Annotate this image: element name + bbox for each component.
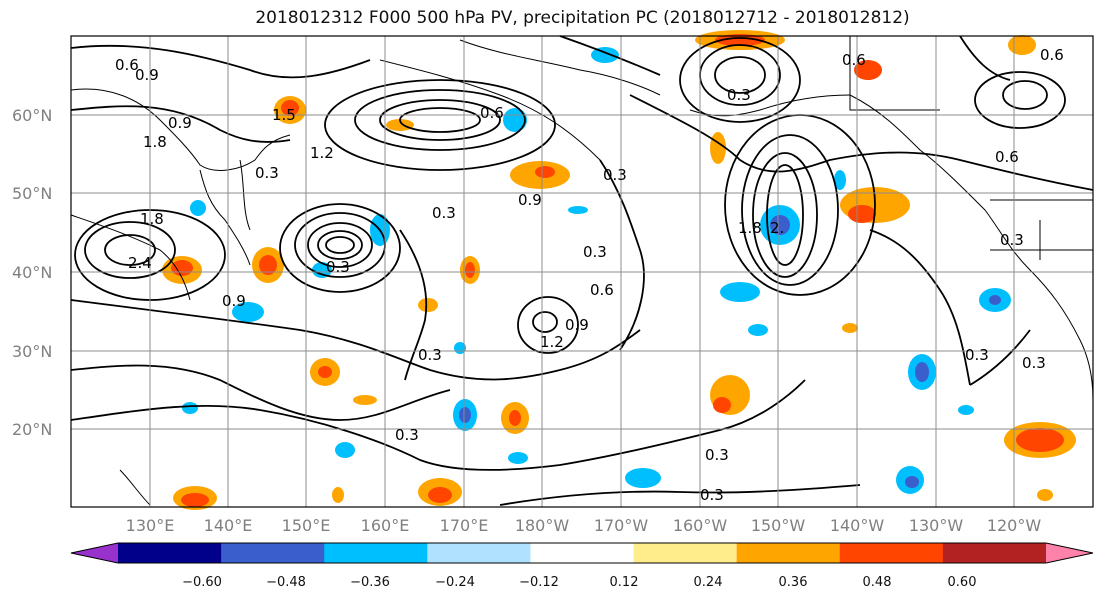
- colorbar-segment: [736, 543, 841, 563]
- contour-label: 0.3: [583, 243, 607, 261]
- colorbar-ticks: −0.60 −0.48 −0.36 −0.24 −0.12 0.12 0.24 …: [182, 575, 976, 590]
- contour-label: 0.3: [1022, 354, 1046, 372]
- contour-label: 0.3: [705, 446, 729, 464]
- colorbar-segment: [839, 543, 944, 563]
- pv-contours: [70, 35, 1094, 506]
- contour-label: 0.9: [135, 66, 159, 84]
- contour-label: 1.5: [272, 106, 296, 124]
- lon-label: 160°E: [361, 516, 410, 535]
- contour-label: 2.4: [128, 254, 152, 272]
- contour-label: 1.8: [140, 210, 164, 228]
- colorbar-tick-label: 0.24: [694, 575, 723, 590]
- lat-label-40n: 40°N: [12, 263, 52, 282]
- lat-label-60n: 60°N: [12, 106, 52, 125]
- lat-label-20n: 20°N: [12, 420, 52, 439]
- colorbar: −0.60 −0.48 −0.36 −0.24 −0.12 0.12 0.24 …: [70, 542, 1094, 590]
- lat-label-50n: 50°N: [12, 184, 52, 203]
- colorbar-tick-label: −0.12: [519, 575, 559, 590]
- lon-label: 180°W: [515, 516, 570, 535]
- precipitation-shading: [162, 30, 1076, 510]
- coastlines: [70, 36, 1094, 506]
- lon-label: 170°E: [440, 516, 489, 535]
- lon-label: 130°E: [126, 516, 175, 535]
- latitude-labels: 60°N 50°N 40°N 30°N 20°N: [12, 106, 52, 439]
- contour-label: 0.6: [590, 281, 614, 299]
- contour-label: 0.3: [326, 258, 350, 276]
- lon-label: 160°W: [673, 516, 728, 535]
- contour-label: 0.3: [700, 486, 724, 504]
- colorbar-segments: [70, 542, 1094, 564]
- contour-label: 1.2: [310, 144, 334, 162]
- colorbar-segment: [118, 543, 222, 563]
- gridlines: [71, 36, 1093, 507]
- contour-label: 1.8: [143, 133, 167, 151]
- contour-label: 0.3: [1000, 231, 1024, 249]
- contour-label: 0.9: [168, 114, 192, 132]
- contour-label: 0.6: [995, 148, 1019, 166]
- contour-label: 0.6: [480, 104, 504, 122]
- colorbar-segment: [324, 543, 428, 563]
- lon-label: 140°E: [204, 516, 253, 535]
- contour-label: 0.3: [965, 346, 989, 364]
- colorbar-outline: [70, 542, 1094, 564]
- colorbar-extension-high: [1046, 543, 1093, 563]
- lon-label: 130°W: [909, 516, 964, 535]
- contour-labels: 0.6 0.9 1.8 1.2 0.3 1.5 0.9 0.6 0.3 0.3 …: [115, 46, 1064, 504]
- colorbar-tick-label: 0.36: [779, 575, 808, 590]
- colorbar-tick-label: −0.36: [350, 575, 390, 590]
- colorbar-tick-label: −0.48: [266, 575, 306, 590]
- contour-label: 0.3: [418, 346, 442, 364]
- lat-label-30n: 30°N: [12, 342, 52, 361]
- chart-title: 2018012312 F000 500 hPa PV, precipitatio…: [255, 8, 910, 28]
- contour-label: 0.6: [1040, 46, 1064, 64]
- contour-label: 0.3: [255, 164, 279, 182]
- colorbar-tick-label: 0.60: [948, 575, 977, 590]
- contour-label: 0.9: [222, 292, 246, 310]
- contour-label: 2.: [770, 219, 784, 237]
- lon-label: 120°W: [987, 516, 1042, 535]
- contour-label: 0.3: [603, 166, 627, 184]
- colorbar-tick-label: −0.60: [182, 575, 222, 590]
- colorbar-segment: [942, 543, 1047, 563]
- contour-label: 0.6: [115, 56, 139, 74]
- contour-label: 0.9: [565, 316, 589, 334]
- lon-label: 150°E: [282, 516, 331, 535]
- lon-label: 170°W: [594, 516, 649, 535]
- colorbar-segment: [530, 543, 635, 563]
- colorbar-segment: [221, 543, 325, 563]
- contour-label: 1.8: [738, 219, 762, 237]
- contour-label: 1.2: [540, 333, 564, 351]
- contour-label: 0.6: [842, 51, 866, 69]
- colorbar-tick-label: −0.24: [435, 575, 475, 590]
- contour-label: 0.3: [432, 204, 456, 222]
- map-border: [70, 35, 1094, 508]
- colorbar-tick-label: 0.12: [610, 575, 639, 590]
- contour-label: 0.3: [727, 86, 751, 104]
- contour-label: 0.9: [518, 191, 542, 209]
- contour-label: 0.3: [395, 426, 419, 444]
- lon-label: 140°W: [830, 516, 885, 535]
- longitude-labels: 130°E 140°E 150°E 160°E 170°E 180°W 170°…: [126, 516, 1042, 535]
- lon-label: 150°W: [751, 516, 806, 535]
- colorbar-segment: [633, 543, 738, 563]
- colorbar-extension-low: [71, 543, 118, 563]
- colorbar-segment: [427, 543, 531, 563]
- colorbar-tick-label: 0.48: [863, 575, 892, 590]
